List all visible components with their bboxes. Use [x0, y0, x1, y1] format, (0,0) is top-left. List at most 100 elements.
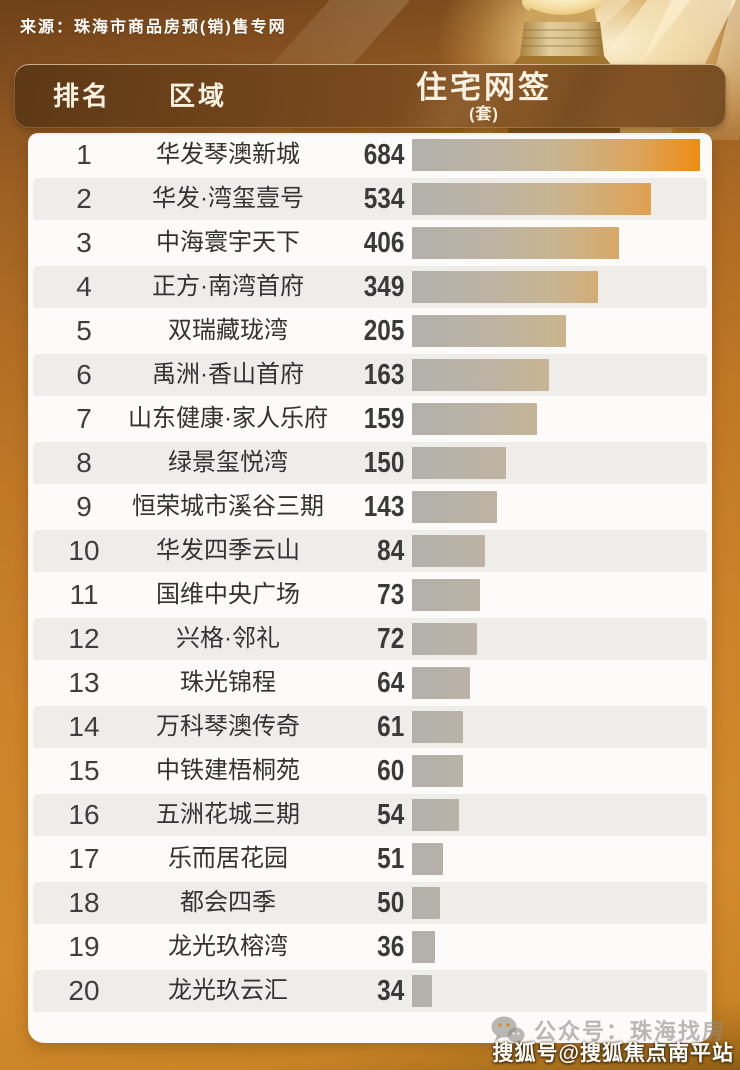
project-name-cell: 万科琴澳传奇	[156, 713, 300, 740]
project-name-cell: 华发四季云山	[156, 537, 300, 564]
bar-track	[412, 799, 700, 831]
value-bar	[412, 535, 486, 567]
value-text: 684	[363, 139, 404, 171]
project-name-cell: 恒荣城市溪谷三期	[132, 493, 324, 520]
rank-cell: 3	[76, 227, 92, 258]
bar-track	[412, 843, 700, 875]
value-text: 159	[363, 403, 404, 435]
table-row: 11 国维中央广场 73	[28, 573, 712, 617]
value-text: 143	[363, 491, 404, 523]
value-bar	[412, 447, 506, 479]
value-cell: 60	[338, 749, 404, 793]
project-name-cell: 龙光玖云汇	[168, 977, 288, 1004]
table-row: 5 双瑞藏珑湾 205	[28, 309, 712, 353]
value-text: 84	[376, 535, 404, 567]
bar-track	[412, 403, 700, 435]
table-row: 6 禹洲·香山首府 163	[28, 353, 712, 397]
value-cell: 73	[338, 573, 404, 617]
value-cell: 143	[338, 485, 404, 529]
table-row: 12 兴格·邻礼 72	[28, 617, 712, 661]
table-row: 7 山东健康·家人乐府 159	[28, 397, 712, 441]
rank-cell: 19	[68, 931, 100, 962]
metric-title: 住宅网签	[416, 70, 552, 105]
table-row: 8 绿景玺悦湾 150	[28, 441, 712, 485]
rank-cell: 5	[76, 315, 92, 346]
value-cell: 61	[338, 705, 404, 749]
value-bar	[412, 843, 444, 875]
ranking-card: 1 华发琴澳新城 684 2 华发·湾玺壹号 534 3 中海寰宇天下 406 4 正方·南湾首府 3…	[28, 133, 712, 1043]
rank-cell: 13	[68, 667, 100, 698]
value-cell: 406	[338, 221, 404, 265]
project-name-cell: 中海寰宇天下	[156, 229, 300, 256]
project-name-cell: 华发琴澳新城	[156, 141, 300, 168]
value-text: 72	[376, 623, 404, 655]
sohu-watermark: 搜狐号@搜狐焦点南平站	[492, 1042, 734, 1065]
rank-cell: 6	[76, 359, 92, 390]
table-row: 10 华发四季云山 84	[28, 529, 712, 573]
value-bar	[412, 887, 441, 919]
value-bar	[412, 755, 464, 787]
value-cell: 72	[338, 617, 404, 661]
value-cell: 51	[338, 837, 404, 881]
bar-track	[412, 931, 700, 963]
column-header-region: 区域	[168, 81, 227, 111]
column-header-rank: 排名	[52, 81, 111, 111]
table-row: 9 恒荣城市溪谷三期 143	[28, 485, 712, 529]
value-text: 36	[376, 931, 404, 963]
value-bar	[412, 667, 470, 699]
project-name-cell: 兴格·邻礼	[176, 625, 280, 652]
project-name-cell: 珠光锦程	[180, 669, 276, 696]
source-label: 来源：珠海市商品房预(销)售专网	[20, 19, 287, 36]
rank-cell: 15	[68, 755, 100, 786]
rank-cell: 18	[68, 887, 100, 918]
value-bar	[412, 359, 549, 391]
value-text: 349	[363, 271, 404, 303]
table-row: 14 万科琴澳传奇 61	[28, 705, 712, 749]
value-cell: 84	[338, 529, 404, 573]
bar-track	[412, 227, 700, 259]
rank-cell: 11	[69, 579, 99, 610]
rank-cell: 7	[76, 403, 92, 434]
project-name-cell: 双瑞藏珑湾	[168, 317, 288, 344]
value-text: 534	[363, 183, 404, 215]
bar-track	[412, 667, 700, 699]
value-cell: 50	[338, 881, 404, 925]
table-row: 19 龙光玖榕湾 36	[28, 925, 712, 969]
value-text: 50	[376, 887, 404, 919]
rank-cell: 4	[76, 271, 92, 302]
bar-track	[412, 711, 700, 743]
project-name-cell: 绿景玺悦湾	[168, 449, 288, 476]
column-header-metric: 住宅网签 (套)	[354, 70, 614, 123]
table-row: 18 都会四季 50	[28, 881, 712, 925]
value-text: 54	[376, 799, 404, 831]
project-name-cell: 国维中央广场	[156, 581, 300, 608]
rank-cell: 2	[76, 183, 92, 214]
rank-cell: 17	[68, 843, 100, 874]
table-row: 17 乐而居花园 51	[28, 837, 712, 881]
value-text: 150	[363, 447, 404, 479]
bar-track	[412, 535, 700, 567]
bar-track	[412, 315, 700, 347]
bar-track	[412, 623, 700, 655]
table-row: 13 珠光锦程 64	[28, 661, 712, 705]
bar-track	[412, 975, 700, 1007]
value-bar	[412, 623, 477, 655]
project-name-cell: 华发·湾玺壹号	[152, 185, 304, 212]
rank-cell: 20	[68, 975, 100, 1006]
value-cell: 349	[338, 265, 404, 309]
value-text: 73	[376, 579, 404, 611]
table-row: 2 华发·湾玺壹号 534	[28, 177, 712, 221]
value-bar	[412, 139, 700, 171]
project-name-cell: 龙光玖榕湾	[168, 933, 288, 960]
rank-cell: 14	[68, 711, 100, 742]
value-bar	[412, 403, 538, 435]
value-cell: 159	[338, 397, 404, 441]
value-cell: 163	[338, 353, 404, 397]
table-row: 1 华发琴澳新城 684	[28, 133, 712, 177]
value-cell: 150	[338, 441, 404, 485]
value-text: 60	[376, 755, 404, 787]
table-row: 20 龙光玖云汇 34	[28, 969, 712, 1013]
bar-track	[412, 491, 700, 523]
value-cell: 534	[338, 177, 404, 221]
